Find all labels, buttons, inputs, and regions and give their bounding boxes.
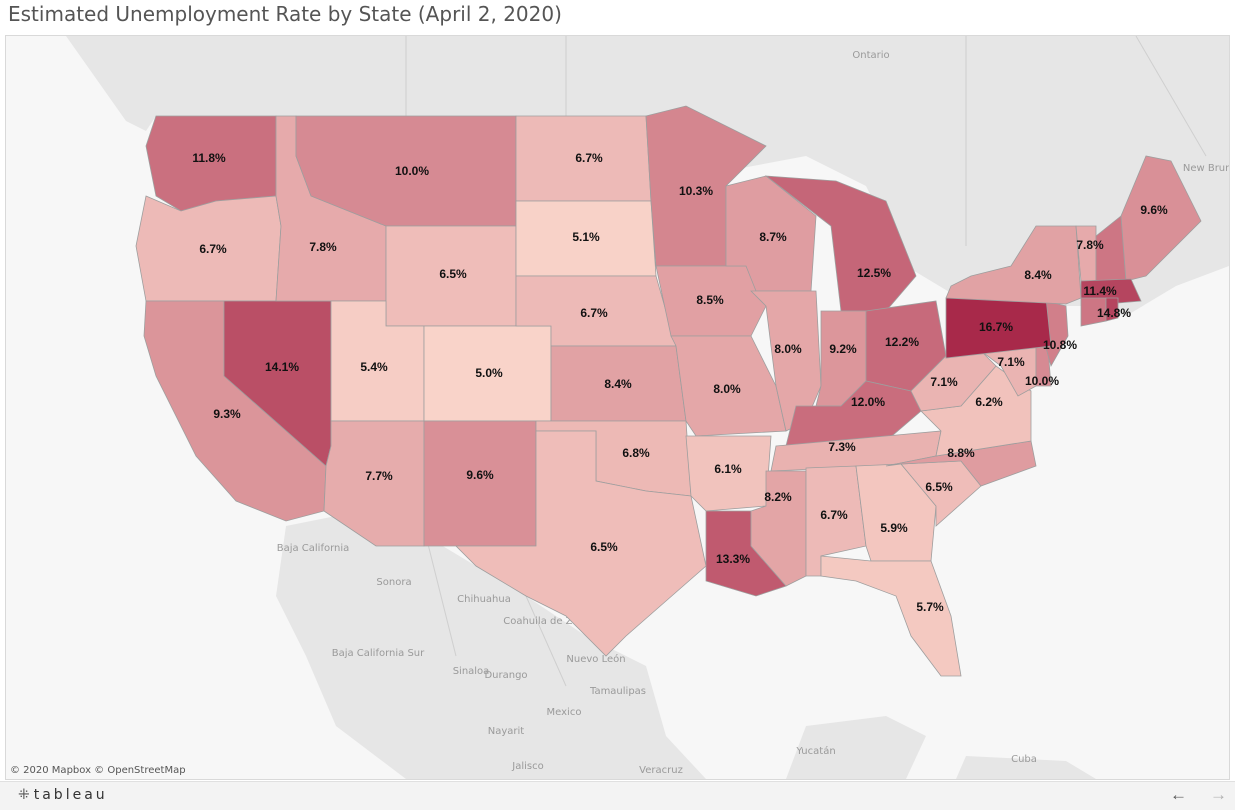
- state-value-label: 9.2%: [829, 342, 857, 356]
- state-florida[interactable]: [820, 555, 962, 677]
- state-value-label: 7.8%: [1076, 238, 1104, 252]
- state-value-label: 11.8%: [192, 151, 226, 165]
- basemap-place-label: Sonora: [376, 577, 411, 588]
- state-value-label: 5.7%: [916, 600, 944, 614]
- state-value-label: 6.2%: [975, 395, 1003, 409]
- yucatan-landmass: [786, 716, 926, 779]
- state-value-label: 7.3%: [828, 440, 856, 454]
- state-delaware[interactable]: [1035, 345, 1052, 387]
- basemap-place-label: Mexico: [547, 707, 582, 718]
- tableau-logo[interactable]: ⁜ tableau: [18, 787, 108, 803]
- state-value-label: 6.7%: [199, 242, 227, 256]
- basemap-place-label: Durango: [484, 670, 527, 681]
- basemap-place-label: Veracruz: [639, 765, 683, 776]
- state-value-label: 6.5%: [590, 540, 618, 554]
- state-arkansas[interactable]: [685, 435, 772, 512]
- state-value-label: 14.8%: [1097, 306, 1131, 320]
- state-value-label: 10.0%: [395, 164, 429, 178]
- tableau-footer: ⁜ tableau ← →: [0, 781, 1235, 810]
- state-value-label: 5.1%: [572, 230, 600, 244]
- state-value-label: 6.7%: [580, 306, 608, 320]
- basemap-place-label: Jalisco: [511, 761, 543, 772]
- cuba-landmass: [956, 756, 1096, 779]
- state-value-label: 13.3%: [716, 552, 750, 566]
- state-value-label: 7.7%: [365, 469, 393, 483]
- state-value-label: 9.6%: [466, 468, 494, 482]
- state-value-label: 6.8%: [622, 446, 650, 460]
- basemap-place-label: New Brunswic: [1183, 163, 1229, 174]
- basemap-place-label: Sinaloa: [453, 666, 490, 677]
- state-value-label: 11.4%: [1083, 284, 1117, 298]
- state-value-label: 10.3%: [679, 184, 713, 198]
- state-value-label: 10.8%: [1043, 338, 1077, 352]
- state-value-label: 6.1%: [714, 462, 742, 476]
- basemap-place-label: Baja California: [277, 543, 350, 554]
- state-value-label: 6.5%: [439, 267, 467, 281]
- state-value-label: 12.5%: [857, 266, 891, 280]
- state-value-label: 8.8%: [947, 446, 975, 460]
- state-value-label: 8.0%: [774, 342, 802, 356]
- state-value-label: 14.1%: [265, 360, 299, 374]
- basemap-place-label: Ontario: [852, 50, 889, 61]
- basemap-place-label: Coahuila de Zaragoza: [503, 616, 613, 627]
- basemap-place-label: Tamaulipas: [589, 686, 646, 697]
- state-value-label: 9.3%: [213, 407, 241, 421]
- basemap-place-label: Yucatán: [795, 745, 835, 757]
- state-value-label: 12.2%: [885, 335, 919, 349]
- state-value-label: 5.0%: [475, 366, 503, 380]
- state-value-label: 12.0%: [851, 395, 885, 409]
- basemap-borders: [405, 36, 1207, 687]
- state-michigan[interactable]: [764, 175, 917, 312]
- state-value-label: 16.7%: [979, 320, 1013, 334]
- state-value-label: 8.4%: [604, 377, 632, 391]
- state-rhode-island[interactable]: [1105, 297, 1119, 322]
- tableau-logo-text: tableau: [33, 787, 108, 803]
- state-value-label: 8.7%: [759, 230, 787, 244]
- state-value-label: 7.1%: [997, 355, 1025, 369]
- state-value-label: 5.9%: [880, 521, 908, 535]
- state-value-label: 6.7%: [575, 151, 603, 165]
- state-value-label: 8.5%: [696, 293, 724, 307]
- tableau-logo-icon: ⁜: [18, 787, 30, 803]
- state-value-label: 7.1%: [930, 375, 958, 389]
- basemap-place-label: Nuevo León: [566, 653, 625, 665]
- mexico-landmass: [276, 516, 706, 779]
- map-attribution: © 2020 Mapbox © OpenStreetMap: [10, 765, 186, 776]
- state-value-label: 8.4%: [1024, 268, 1052, 282]
- state-value-label: 8.2%: [764, 490, 792, 504]
- state-new-mexico[interactable]: [423, 420, 537, 547]
- basemap-place-label: Nayarit: [488, 726, 525, 737]
- basemap-place-label: Cuba: [1011, 754, 1037, 765]
- state-value-label: 6.7%: [820, 508, 848, 522]
- state-missouri[interactable]: [670, 335, 787, 437]
- state-value-label: 8.0%: [713, 382, 741, 396]
- back-arrow-icon[interactable]: ←: [1170, 785, 1187, 804]
- state-value-label: 7.8%: [309, 240, 337, 254]
- state-texas[interactable]: [455, 430, 707, 657]
- canada-landmass: [6, 36, 1229, 316]
- state-value-label: 6.5%: [925, 480, 953, 494]
- page-title: Estimated Unemployment Rate by State (Ap…: [8, 2, 562, 26]
- state-value-label: 10.0%: [1025, 374, 1059, 388]
- basemap-place-label: Baja California Sur: [332, 648, 425, 659]
- state-value-label: 5.4%: [360, 360, 388, 374]
- basemap-place-label: Chihuahua: [457, 594, 511, 605]
- forward-arrow-icon[interactable]: →: [1210, 785, 1227, 804]
- state-value-label: 9.6%: [1140, 203, 1168, 217]
